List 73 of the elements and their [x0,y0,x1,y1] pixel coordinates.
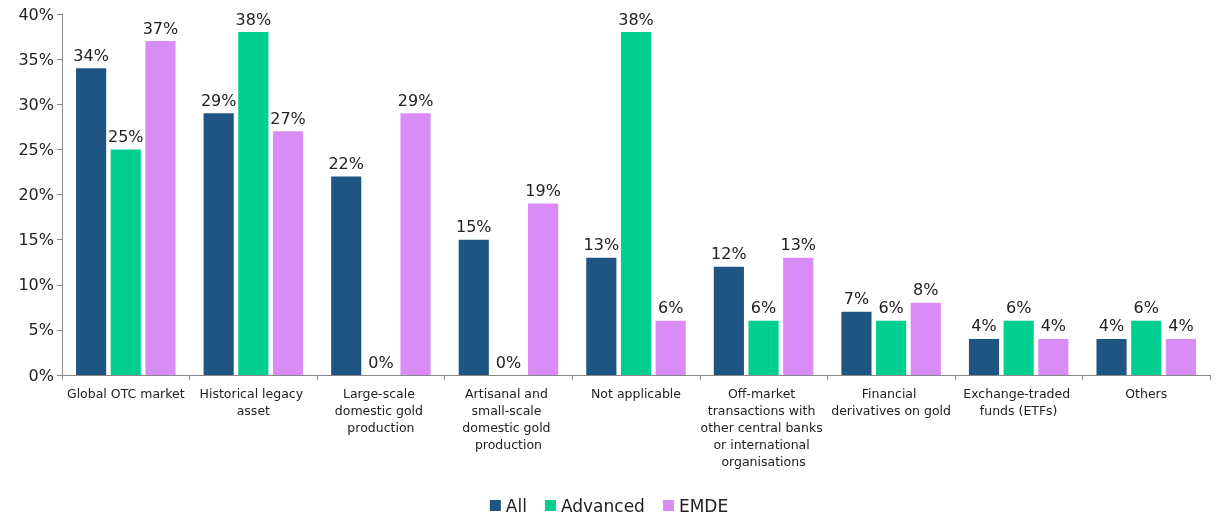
data-label: 6% [657,298,684,318]
bar [841,311,872,375]
bar [876,320,907,375]
bar [331,176,362,375]
data-label: 13% [583,235,620,255]
y-tick-label: 20% [18,185,54,204]
data-label: 13% [780,235,817,255]
y-tick-label: 30% [18,94,54,114]
bar [272,131,304,375]
y-tick-label: 25% [18,139,54,159]
y-tick-label: 40% [18,4,54,24]
bar [1096,338,1127,375]
data-label: 29% [397,90,434,110]
bar [910,302,941,375]
x-tick-label: Not applicable [591,386,682,401]
y-tick-label: 10% [18,275,54,295]
bar [1131,320,1162,375]
x-tick-label: Off-market transactions with other central banks or international organisations [700,386,827,469]
data-label: 6% [750,298,777,318]
bar [145,41,176,375]
y-tick-label: 15% [18,230,54,250]
data-label: 27% [270,108,306,128]
legend-label: Advanced [560,495,645,516]
bar [713,266,744,375]
data-label: 6% [878,298,904,318]
bar [76,68,107,375]
bar [238,32,269,375]
data-label: 25% [108,126,144,146]
bar [528,203,559,375]
legend-label: EMDE [678,495,729,516]
data-label: 6% [1005,298,1032,318]
data-label: 4% [971,316,997,336]
x-tick-label: Artisanal and small-scale domestic gold production [462,386,555,452]
bar [1165,338,1196,375]
data-label: 7% [843,289,870,309]
bar [748,320,779,375]
x-tick-label: Historical legacy asset [199,386,308,418]
data-label: 15% [455,217,492,237]
data-label: 6% [1133,298,1159,318]
data-label: 4% [1040,316,1067,336]
data-label: 19% [525,181,561,201]
bar [620,32,652,375]
data-label: 12% [711,244,747,264]
bar [783,257,814,375]
data-label: 0% [368,352,394,372]
data-label: 29% [200,90,237,110]
bar [203,113,234,375]
data-label: 34% [73,45,109,65]
data-label: 38% [235,9,272,29]
bar [1003,320,1034,375]
data-label: 4% [1098,316,1125,336]
x-tick-label: Financial derivatives on gold [831,386,951,418]
y-tick-label: 0% [28,365,54,385]
data-label: 22% [328,153,364,173]
bar [586,257,617,375]
data-label: 0% [495,352,522,372]
bar [458,239,489,375]
x-tick-label: Exchange-traded funds (ETFs) [963,386,1075,418]
bar [400,113,431,375]
data-label: 38% [618,9,654,29]
bar [655,320,686,375]
data-label: 37% [142,18,179,38]
data-label: 8% [913,280,939,300]
y-tick-label: 35% [18,49,54,69]
x-tick-label: Others [1125,386,1168,401]
bar [110,149,141,375]
bar [968,338,1000,375]
data-label: 4% [1168,316,1194,336]
x-tick-label: Large-scale domestic gold production [334,386,427,435]
y-tick-label: 5% [28,320,54,340]
x-tick-label: Global OTC market [66,386,185,401]
bar [1038,338,1069,375]
legend-label: All [505,495,527,516]
